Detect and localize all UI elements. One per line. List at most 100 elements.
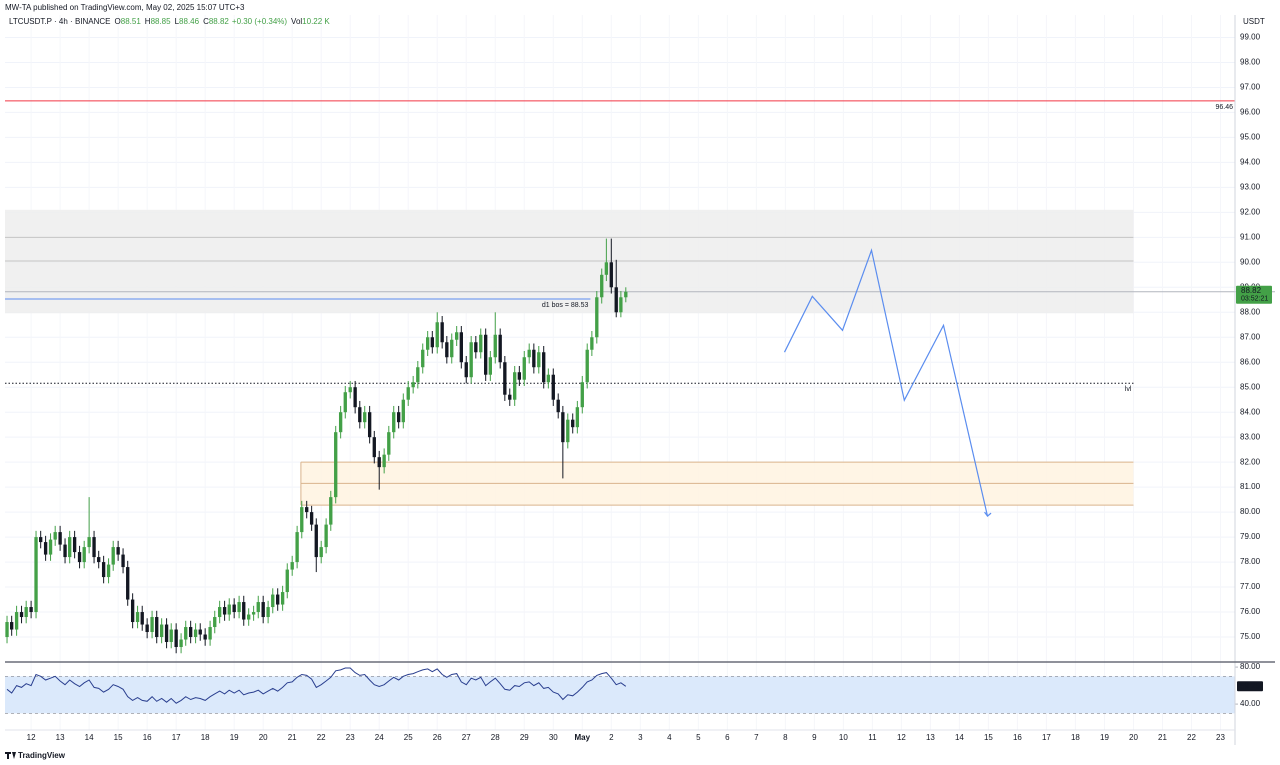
candle-body <box>484 334 488 375</box>
x-tick-label: 22 <box>1187 733 1196 742</box>
volume-value: 10.22 K <box>302 17 330 26</box>
y-tick-label: 93.00 <box>1240 182 1261 191</box>
candle-body <box>556 399 560 413</box>
candle-body <box>479 334 483 353</box>
candle-body <box>72 537 77 553</box>
candle-body <box>498 334 502 363</box>
candle-body <box>203 634 207 640</box>
candle-body <box>232 604 236 613</box>
candle-body <box>595 297 599 338</box>
candle-body <box>135 612 140 623</box>
symbol-legend: LTCUSDT.P · 4h · BINANCE O88.51 H88.85 L88.… <box>9 17 330 26</box>
ohlc-key: O <box>115 17 121 26</box>
candle-body <box>174 629 178 648</box>
candle-body <box>145 624 149 633</box>
candle-body <box>455 332 459 340</box>
candle-body <box>503 362 507 395</box>
x-tick-label: 30 <box>549 733 558 742</box>
candle-body <box>614 287 618 313</box>
x-tick-label: 14 <box>85 733 94 742</box>
candle-body <box>111 547 115 565</box>
candle-body <box>116 547 120 555</box>
candle-body <box>537 352 541 368</box>
x-tick-label: 15 <box>114 733 123 742</box>
y-tick-label: 78.00 <box>1240 557 1261 566</box>
candle-body <box>251 612 256 615</box>
ohlc-value: 88.46 <box>179 17 200 26</box>
rsi-value-tag <box>1237 681 1263 692</box>
candle-body <box>445 342 449 358</box>
candle-body <box>77 552 82 563</box>
candle-body <box>392 412 396 433</box>
candle-body <box>440 322 444 343</box>
candle-body <box>280 592 285 605</box>
y-tick-label: 75.00 <box>1240 632 1261 641</box>
candle-body <box>542 352 546 383</box>
candle-body <box>387 432 391 455</box>
y-tick-label: 79.00 <box>1240 532 1261 541</box>
footer-logo: TradingView <box>5 751 66 760</box>
candle-body <box>396 412 401 423</box>
x-tick-label: May <box>575 733 591 742</box>
x-tick-label: 13 <box>56 733 65 742</box>
candle-body <box>513 372 517 400</box>
y-tick-label: 97.00 <box>1240 83 1261 92</box>
candle-body <box>377 457 381 468</box>
candle-body <box>193 629 198 638</box>
text-layer: MW-TA published on TradingView.com, May … <box>5 3 1272 760</box>
x-tick-label: 29 <box>520 733 529 742</box>
candle-body <box>459 332 463 363</box>
level-label: 96.46 <box>1215 104 1233 111</box>
candle-body <box>290 562 294 570</box>
x-tick-label: 28 <box>491 733 500 742</box>
candle-body <box>464 362 468 378</box>
x-tick-label: 20 <box>1129 733 1138 742</box>
candle-body <box>334 432 338 498</box>
published-note: MW-TA published on TradingView.com, May … <box>5 3 245 12</box>
ohlc-key: H <box>145 17 151 26</box>
candle-body <box>421 349 425 368</box>
candle-body <box>58 532 62 545</box>
y-axis-title: USDT <box>1243 17 1265 26</box>
candle-body <box>372 437 376 458</box>
candle-body <box>256 602 260 613</box>
x-tick-label: 10 <box>839 733 848 742</box>
ohlc-key: C <box>203 17 209 26</box>
candle-body <box>82 547 86 563</box>
x-tick-label: 23 <box>1216 733 1225 742</box>
rsi-line <box>6 667 627 704</box>
x-tick-label: 11 <box>868 733 877 742</box>
ohlc-value: 88.85 <box>151 17 172 26</box>
candle-body <box>155 617 159 638</box>
candle-body <box>198 629 202 635</box>
mark-layer <box>5 238 992 704</box>
x-tick-label: 14 <box>955 733 964 742</box>
candle-body <box>14 612 19 630</box>
y-tick-label: 94.00 <box>1240 157 1261 166</box>
candle-body <box>571 419 575 428</box>
x-tick-label: 17 <box>172 733 181 742</box>
change: +0.30 (+0.34%) <box>232 17 287 26</box>
candle-body <box>532 349 536 368</box>
candle-body <box>435 322 439 348</box>
y-tick-label: 95.00 <box>1240 133 1261 142</box>
x-tick-label: 25 <box>404 733 413 742</box>
x-tick-label: 24 <box>375 733 384 742</box>
candle-body <box>159 624 164 638</box>
candle-body <box>164 624 169 643</box>
y-tick-label: 99.00 <box>1240 33 1261 42</box>
candle-body <box>92 537 96 558</box>
x-tick-label: 27 <box>462 733 471 742</box>
x-tick-label: 15 <box>984 733 993 742</box>
candle-body <box>10 622 14 630</box>
x-tick-label: 12 <box>27 733 36 742</box>
volume-key: Vol <box>291 17 302 26</box>
candle-body <box>242 602 246 620</box>
candle-body <box>425 337 430 350</box>
candle-body <box>53 532 57 540</box>
candle-body <box>87 537 91 548</box>
candle-body <box>450 339 454 358</box>
level-label: d1 bos = 88.53 <box>542 302 589 309</box>
symbol: LTCUSDT.P · 4h · BINANCE <box>9 17 111 26</box>
